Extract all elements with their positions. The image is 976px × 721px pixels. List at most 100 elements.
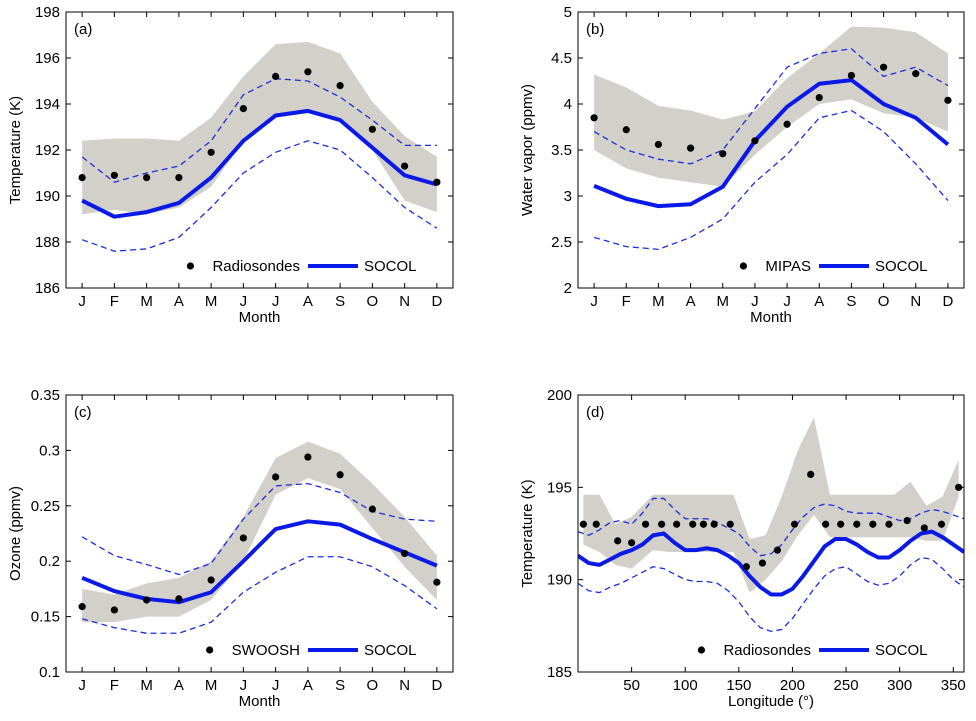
x-tick-label: J (272, 293, 280, 310)
x-tick-label: 350 (941, 677, 966, 694)
x-tick-label: 200 (780, 677, 805, 694)
dashed-lower-line (578, 556, 964, 633)
data-point (368, 505, 376, 513)
x-tick-label: S (335, 677, 345, 694)
axes-box (577, 394, 965, 673)
y-tick-label: 0.15 (31, 609, 60, 626)
x-tick-label: A (814, 293, 824, 310)
y-axis-label: Temperature (K) (519, 479, 536, 587)
dashed-upper-line (578, 497, 964, 557)
data-point (207, 576, 215, 584)
x-tick-label: O (367, 677, 379, 694)
y-tick-label: 4.5 (551, 50, 572, 67)
x-tick-label: J (78, 293, 86, 310)
data-point (110, 606, 118, 614)
y-tick-label: 190 (547, 572, 572, 589)
data-point (272, 72, 280, 80)
data-point (628, 539, 636, 547)
dashed-lower-line (593, 109, 949, 251)
legend-points-label: Radiosondes (723, 642, 811, 659)
x-tick-label: M (717, 293, 730, 310)
x-axis-label: Month (750, 309, 792, 326)
socol-line (593, 78, 950, 209)
panel-c: J F M A M J J A S O N D 0.1 0.15 0.2 0.25 0.3 0.35 Month Oz… (7, 387, 454, 710)
data-point (272, 473, 280, 481)
data-point (822, 520, 830, 528)
y-tick-label: 196 (35, 50, 60, 67)
legend-points-label: SWOOSH (232, 642, 300, 659)
x-tick-label: A (303, 677, 313, 694)
y-axis-label: Ozone (ppmv) (7, 486, 24, 581)
plot-area (78, 441, 441, 634)
x-axis-label: Month (239, 693, 281, 710)
data-point (207, 148, 215, 156)
panel-label: (d) (586, 404, 604, 421)
x-tick-label: A (174, 293, 184, 310)
plot-area (78, 41, 441, 252)
data-point (944, 96, 952, 104)
data-point (175, 595, 183, 603)
y-tick-label: 190 (35, 188, 60, 205)
y-tick-label: 3.5 (551, 142, 572, 159)
data-point (726, 520, 734, 528)
y-tick-label: 4 (564, 96, 572, 113)
data-point (654, 140, 663, 149)
x-tick-label: N (399, 677, 410, 694)
legend-points-swatch (186, 262, 195, 270)
data-point (686, 144, 695, 152)
plot-area (578, 417, 964, 633)
y-tick-label: 194 (35, 96, 60, 113)
x-tick-label: N (910, 293, 921, 310)
data-point (837, 520, 845, 528)
panel-b: J F M A M J J A S O N D 2 2.5 3 3.5 4 4.5 5 Month Water vapo… (519, 4, 965, 326)
data-point (758, 559, 767, 567)
data-point (853, 520, 861, 528)
data-point (590, 114, 598, 122)
data-point (304, 68, 312, 76)
y-tick-label: 5 (564, 4, 572, 21)
data-point (699, 520, 708, 528)
socol-line (578, 529, 964, 597)
x-tick-label: A (686, 293, 696, 310)
x-tick-label: J (272, 677, 280, 694)
data-point (433, 578, 441, 586)
data-point (815, 93, 823, 102)
data-point (239, 534, 247, 542)
x-tick-label: M (205, 293, 218, 310)
data-point (304, 453, 312, 461)
x-tick-label: A (174, 677, 184, 694)
x-tick-label: M (205, 677, 218, 694)
x-tick-label: 250 (834, 677, 859, 694)
x-tick-label: 300 (887, 677, 912, 694)
x-tick-label: J (240, 677, 248, 694)
data-point (143, 596, 151, 604)
x-tick-label: F (110, 677, 119, 694)
uncertainty-band (82, 441, 437, 623)
x-tick-label: J (78, 677, 86, 694)
dashed-upper-line (81, 78, 437, 183)
x-axis-label: Month (239, 309, 281, 326)
data-point (143, 174, 151, 182)
y-tick-label: 3 (564, 188, 572, 205)
y-tick-label: 192 (35, 142, 60, 159)
data-point (658, 520, 666, 528)
data-point (751, 137, 759, 145)
data-point (689, 520, 697, 528)
x-tick-label: J (751, 293, 759, 310)
data-point (912, 70, 920, 78)
data-point (869, 520, 877, 528)
data-point (614, 537, 622, 545)
data-point (78, 603, 86, 611)
data-point (336, 82, 344, 90)
data-point (955, 483, 963, 491)
data-point (885, 520, 893, 528)
panel-label: (a) (74, 21, 92, 38)
data-point (847, 71, 856, 80)
dashed-lower-line (81, 140, 438, 252)
data-point (592, 520, 600, 528)
x-tick-label: M (140, 677, 153, 694)
legend-points-label: MIPAS (765, 258, 811, 275)
data-point (433, 178, 441, 186)
x-tick-label: F (622, 293, 631, 310)
